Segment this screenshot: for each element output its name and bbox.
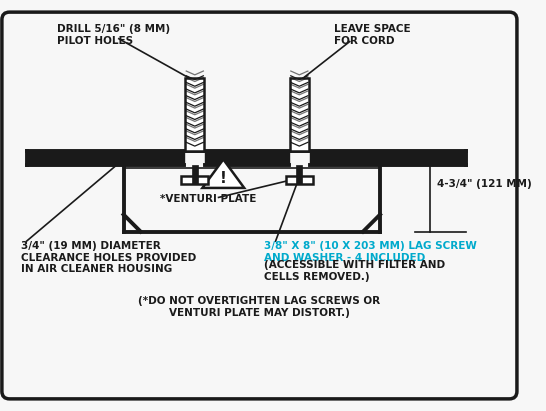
Bar xyxy=(192,176,198,178)
Text: !: ! xyxy=(220,171,227,186)
Text: 3/8" X 8" (10 X 203 MM) LAG SCREW
AND WASHER - 4 INCLUDED: 3/8" X 8" (10 X 203 MM) LAG SCREW AND WA… xyxy=(264,241,477,263)
Bar xyxy=(296,176,302,178)
Text: 4-3/4" (121 MM): 4-3/4" (121 MM) xyxy=(437,179,532,189)
Bar xyxy=(185,78,204,151)
Text: (*DO NOT OVERTIGHTEN LAG SCREWS OR
VENTURI PLATE MAY DISTORT.): (*DO NOT OVERTIGHTEN LAG SCREWS OR VENTU… xyxy=(138,296,381,318)
Bar xyxy=(192,165,198,176)
Text: DRILL 5/16" (8 MM)
PILOT HOLES: DRILL 5/16" (8 MM) PILOT HOLES xyxy=(57,25,170,46)
Polygon shape xyxy=(205,151,289,165)
Bar xyxy=(286,175,313,184)
Bar xyxy=(296,165,302,176)
Bar xyxy=(181,175,208,184)
Text: LEAVE SPACE
FOR CORD: LEAVE SPACE FOR CORD xyxy=(335,25,411,46)
Polygon shape xyxy=(310,151,466,165)
Bar xyxy=(296,175,302,184)
Bar xyxy=(192,175,198,184)
Polygon shape xyxy=(203,159,244,188)
Text: 3/4" (19 MM) DIAMETER
CLEARANCE HOLES PROVIDED
IN AIR CLEANER HOUSING: 3/4" (19 MM) DIAMETER CLEARANCE HOLES PR… xyxy=(21,241,196,274)
Polygon shape xyxy=(27,151,185,165)
Bar xyxy=(290,78,309,151)
Text: (ACCESSIBLE WITH FILTER AND
CELLS REMOVED.): (ACCESSIBLE WITH FILTER AND CELLS REMOVE… xyxy=(264,260,446,282)
Text: *VENTURI PLATE: *VENTURI PLATE xyxy=(159,194,256,203)
FancyBboxPatch shape xyxy=(2,12,517,399)
